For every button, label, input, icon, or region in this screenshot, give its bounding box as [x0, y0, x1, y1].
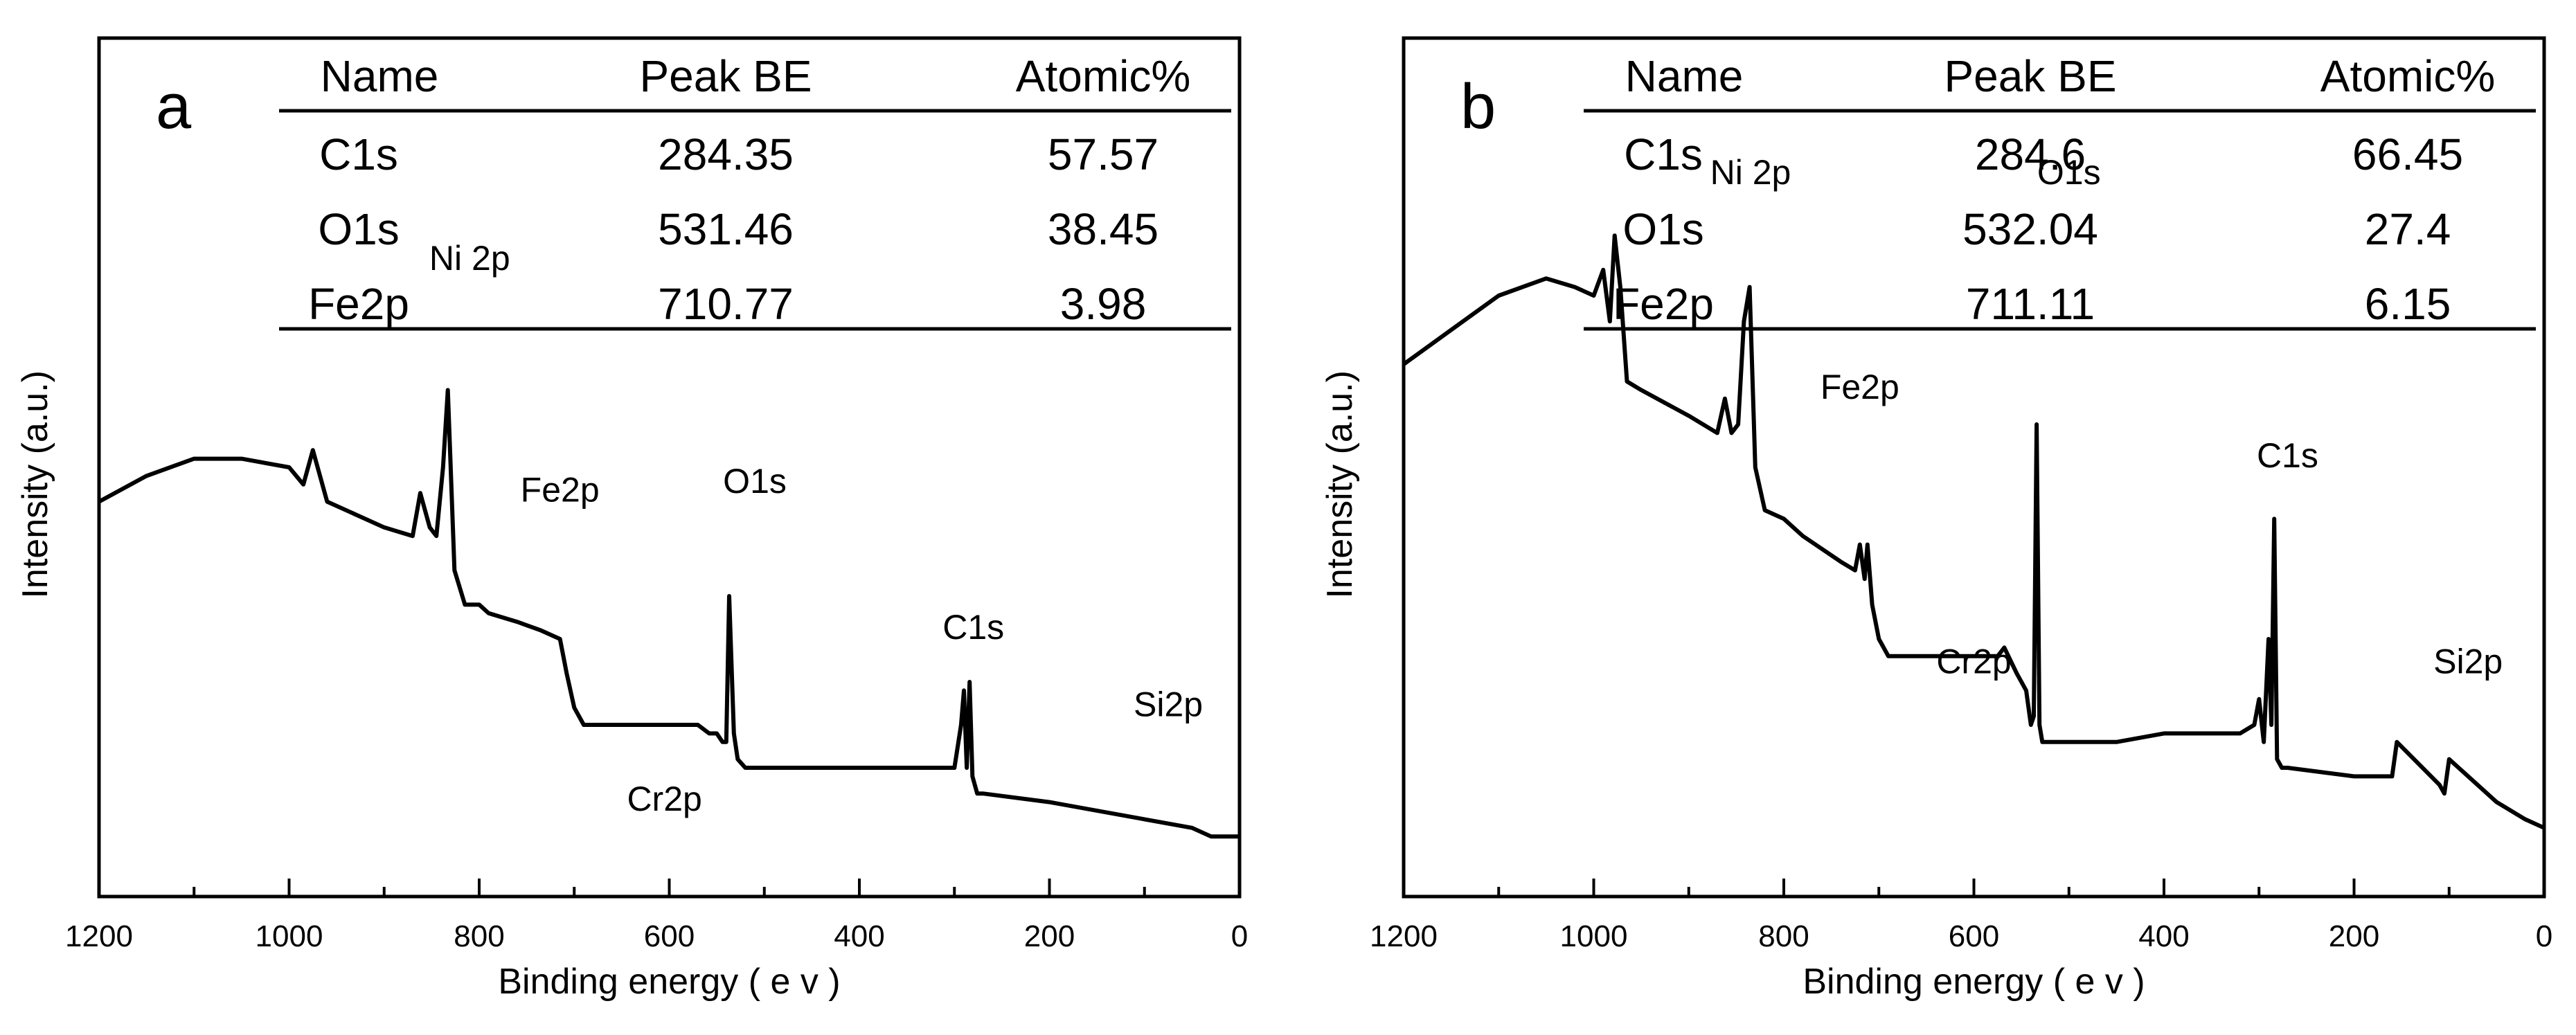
x-tick-label: 1200	[1370, 919, 1438, 953]
peak-label: Cr2p	[627, 780, 701, 818]
table-cell: 532.04	[1962, 204, 2098, 254]
table-cell: Fe2p	[308, 279, 409, 329]
y-axis-label: Intensity (a.u.)	[1320, 370, 1360, 598]
peak-label: O1s	[2037, 153, 2101, 192]
table-header-cell: Name	[1625, 51, 1744, 101]
x-tick-label: 0	[2536, 919, 2552, 953]
x-tick-label: 800	[454, 919, 504, 953]
peak-label: Ni 2p	[429, 239, 510, 278]
peak-label: C1s	[942, 608, 1004, 647]
x-tick-label: 0	[1231, 919, 1248, 953]
panel-letter: b	[1460, 71, 1496, 142]
panel-b: 1200 1000 800 600 400 200 0 Binding energy ( e …	[1320, 36, 2552, 1002]
spectrum-line	[1402, 233, 2546, 830]
table-cell: O1s	[318, 204, 399, 254]
peak-label: Cr2p	[1936, 642, 2011, 681]
x-tick-label: 1200	[65, 919, 133, 953]
table-cell: C1s	[1624, 129, 1703, 179]
x-tick-label: 1000	[1560, 919, 1628, 953]
table-header-cell: Peak BE	[639, 51, 812, 101]
table-cell: 710.77	[658, 279, 794, 329]
table-cell: 3.98	[1060, 279, 1147, 329]
panel-a: 1200 1000 800 600 400 200 0 Binding energy ( e …	[15, 36, 1248, 1002]
peak-label: Si2p	[2433, 642, 2503, 681]
x-tick-label: 1000	[256, 919, 323, 953]
y-axis-label: Intensity (a.u.)	[15, 370, 55, 598]
table-cell: 57.57	[1048, 129, 1159, 179]
table-cell: 38.45	[1048, 204, 1159, 254]
panel-letter: a	[156, 71, 192, 142]
table-cell: C1s	[319, 129, 398, 179]
peak-label: Ni 2p	[1710, 153, 1791, 192]
table-cell: 284.35	[658, 129, 794, 179]
peak-label: O1s	[723, 462, 787, 501]
x-axis-label: Binding energy ( e v )	[498, 962, 840, 1002]
x-axis-label: Binding energy ( e v )	[1803, 962, 2145, 1002]
x-tick-label: 600	[1949, 919, 1999, 953]
x-tick-label: 800	[1758, 919, 1809, 953]
table-header-cell: Name	[321, 51, 439, 101]
table-header-cell: Peak BE	[1944, 51, 2116, 101]
spectrum-line	[98, 388, 1240, 839]
table-cell: 6.15	[2365, 279, 2451, 329]
x-tick-label: 400	[2138, 919, 2189, 953]
table-cell: 27.4	[2365, 204, 2451, 254]
table-cell: 284.6	[1975, 129, 2086, 179]
x-tick-label: 200	[1024, 919, 1075, 953]
table-cell: 66.45	[2352, 129, 2463, 179]
table-cell: 711.11	[1966, 279, 2095, 329]
peak-label: Si2p	[1134, 685, 1203, 724]
x-tick-label: 400	[834, 919, 884, 953]
x-tick-label: 200	[2329, 919, 2379, 953]
table-cell: O1s	[1622, 204, 1703, 254]
peak-label: C1s	[2257, 436, 2318, 475]
x-tick-label: 600	[644, 919, 695, 953]
peak-label: Fe2p	[1821, 368, 1899, 406]
table-cell: Fe2p	[1613, 279, 1714, 329]
peak-label: Fe2p	[521, 471, 600, 510]
table-header-cell: Atomic%	[1016, 51, 1191, 101]
table-header-cell: Atomic%	[2320, 51, 2496, 101]
table-cell: 531.46	[658, 204, 794, 254]
